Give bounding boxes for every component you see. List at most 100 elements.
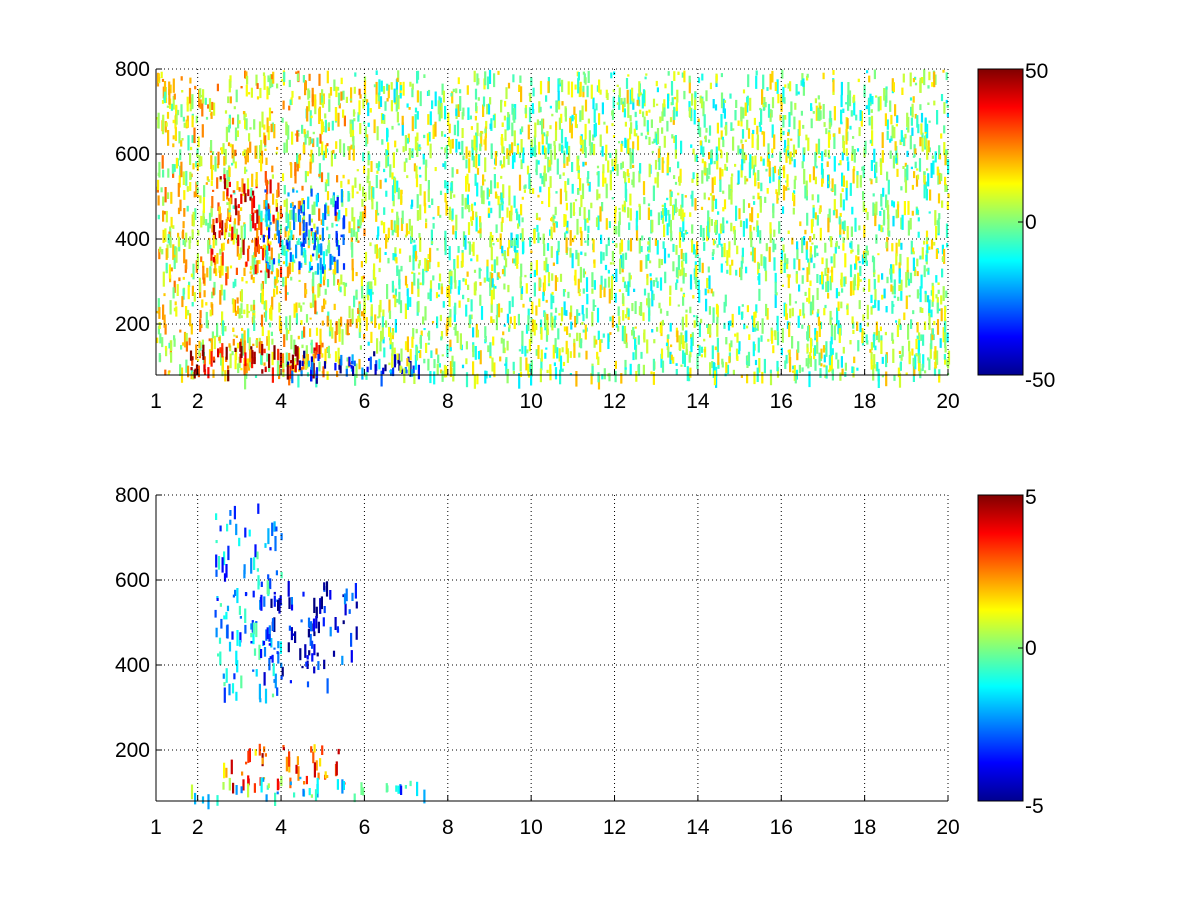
heatmap-cell [375,201,379,215]
heatmap-cell [620,239,624,252]
heatmap-cell [448,206,451,220]
heatmap-cell [830,324,833,337]
heatmap-cell [931,155,934,159]
heatmap-cell [216,596,219,599]
heatmap-cell [453,259,456,270]
heatmap-cell [233,106,236,110]
heatmap-cell [294,358,297,362]
heatmap-cell [543,145,546,153]
heatmap-cell [600,339,603,343]
heatmap-cell [404,275,408,286]
heatmap-cell [438,110,441,122]
x-tick-label: 4 [275,390,287,413]
heatmap-cell [806,347,809,353]
heatmap-cell [824,347,827,351]
heatmap-cell [852,329,855,334]
heatmap-cell [872,305,875,309]
heatmap-cell [406,103,409,108]
heatmap-cell [157,214,160,220]
heatmap-cell [786,261,789,270]
heatmap-cell [722,98,725,113]
heatmap-cell [915,175,919,187]
heatmap-cell [621,293,625,304]
heatmap-cell [622,171,626,179]
heatmap-cell [241,771,244,776]
heatmap-cell [199,88,202,99]
heatmap-cell [222,673,225,679]
heatmap-cell [930,239,934,250]
heatmap-cell [303,350,306,359]
heatmap-cell [610,287,613,300]
heatmap-cell [207,104,210,109]
heatmap-cell [256,96,260,100]
heatmap-cell [173,338,176,347]
heatmap-cell [906,127,909,130]
heatmap-cell [785,303,788,320]
heatmap-cell [650,209,653,217]
heatmap-cell [887,214,890,230]
heatmap-cell [239,247,242,259]
heatmap-cell [512,361,515,371]
heatmap-cell [324,182,327,192]
heatmap-cell [386,156,390,167]
heatmap-cell [617,306,620,316]
heatmap-cell [723,301,726,313]
heatmap-cell [694,99,697,110]
heatmap-cell [197,136,200,148]
heatmap-cell [899,139,902,145]
heatmap-cell [821,151,824,162]
heatmap-cell [370,161,373,172]
heatmap-cell [254,544,257,558]
heatmap-cell [703,242,706,251]
heatmap-cell [630,122,633,134]
heatmap-cell [349,318,352,327]
heatmap-cell [302,213,306,225]
heatmap-cell [823,354,826,363]
heatmap-cell [664,208,668,222]
heatmap-cell [445,324,448,337]
heatmap-cell [304,249,307,263]
heatmap-cell [307,88,310,100]
heatmap-cell [866,70,869,74]
x-tick-label: 14 [686,390,710,413]
heatmap-cell [944,346,947,353]
heatmap-cell [772,166,775,182]
heatmap-cell [314,94,317,109]
heatmap-cell [240,303,243,314]
heatmap-cell [513,315,516,329]
heatmap-cell [269,179,272,194]
heatmap-cell [271,165,274,173]
heatmap-cell [401,122,404,136]
heatmap-cell [401,210,404,224]
heatmap-cell [721,169,724,177]
heatmap-cell [753,117,756,125]
heatmap-cell [302,251,305,258]
heatmap-cell [921,77,924,84]
heatmap-cell [395,89,398,103]
heatmap-cell [896,204,900,218]
heatmap-cell [479,294,482,306]
heatmap-cell [404,303,407,319]
heatmap-cell [771,330,774,344]
heatmap-cell [289,252,292,262]
heatmap-cell [248,133,251,142]
heatmap-cell [642,89,646,104]
heatmap-cell [802,302,805,316]
heatmap-cell [712,362,715,378]
heatmap-cell [158,307,161,319]
heatmap-cell [219,248,222,255]
heatmap-cell [454,302,457,315]
heatmap-cell [269,656,272,660]
heatmap-cell [780,102,783,112]
heatmap-cell [470,216,473,222]
heatmap-cell [843,276,846,287]
heatmap-cell [227,370,230,382]
heatmap-cell [271,351,274,366]
heatmap-cell [520,204,523,216]
heatmap-cell [484,336,487,342]
heatmap-cell [300,367,303,373]
heatmap-cell [648,136,651,145]
heatmap-cell [307,100,311,112]
heatmap-cell [904,177,908,193]
heatmap-cell [212,369,215,378]
